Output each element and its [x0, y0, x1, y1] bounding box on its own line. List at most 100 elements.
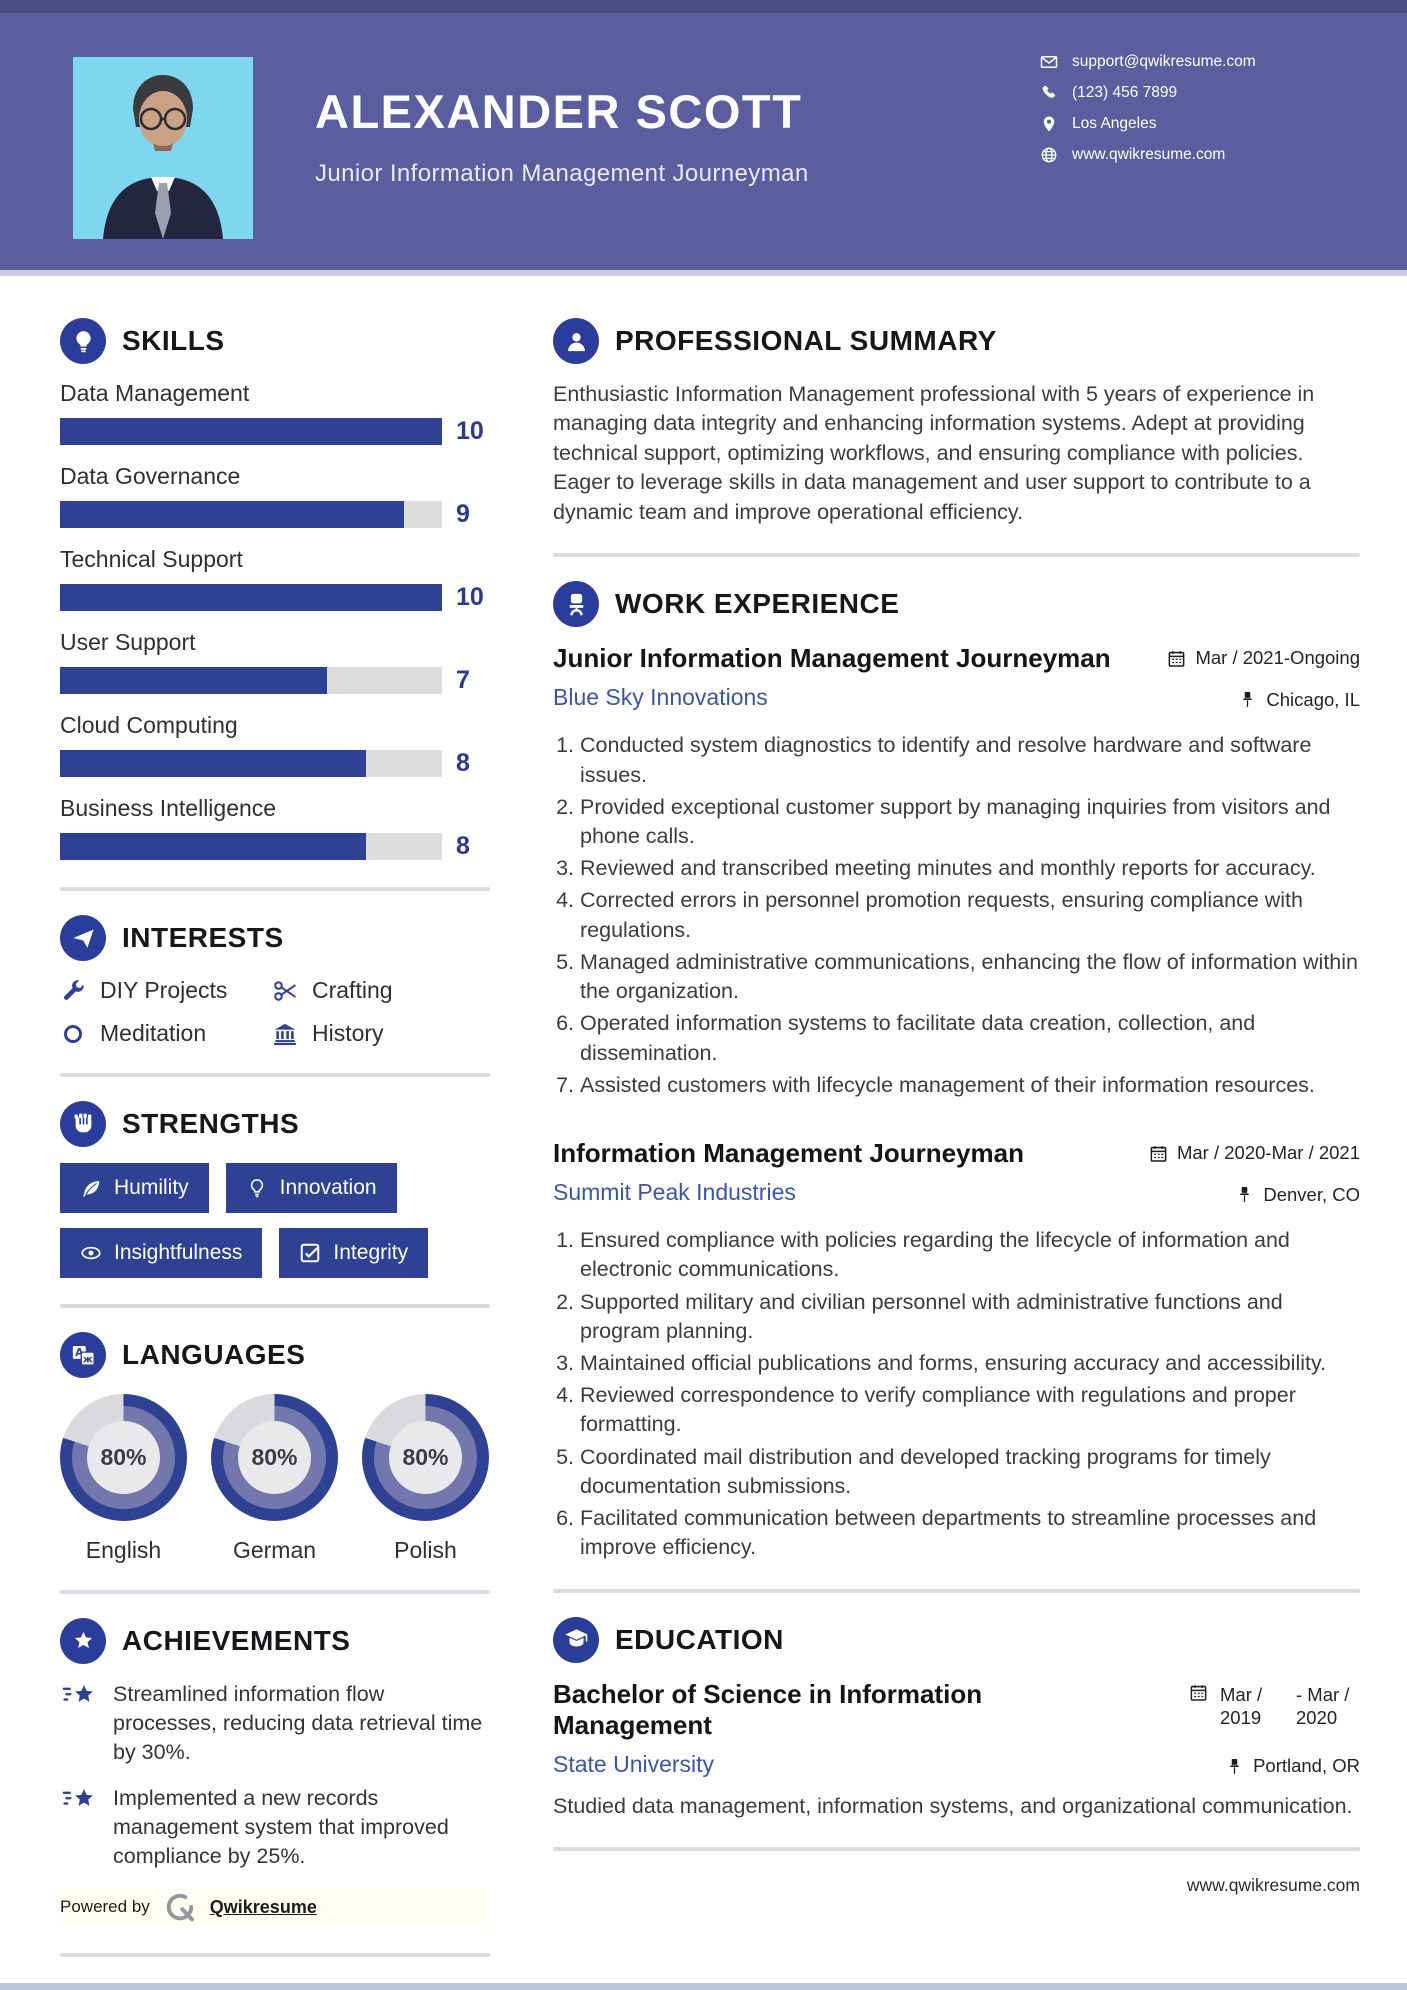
- work-section-header: WORK EXPERIENCE: [553, 581, 1360, 628]
- wrench-icon: [60, 978, 86, 1004]
- language-percent: 80%: [238, 1421, 311, 1494]
- skill-label: Data Management: [60, 380, 250, 406]
- profile-photo: [73, 57, 253, 239]
- contact-email-text: support@qwikresume.com: [1072, 53, 1256, 70]
- education-date-end: - Mar / 2020: [1296, 1683, 1350, 1728]
- section-divider: [60, 1590, 490, 1594]
- contact-website-text: www.qwikresume.com: [1072, 146, 1226, 163]
- education-date-start: Mar / 2019: [1220, 1683, 1263, 1728]
- contact-email[interactable]: support@qwikresume.com: [1040, 53, 1256, 71]
- skills-section-header: SKILLS: [60, 318, 490, 364]
- job-bullet: Managed administrative communications, e…: [580, 948, 1360, 1006]
- footer-website-link[interactable]: www.qwikresume.com: [1186, 1875, 1360, 1896]
- job-bullet: Reviewed and transcribed meeting minutes…: [580, 854, 1360, 883]
- job-bullet: Corrected errors in personnel promotion …: [580, 886, 1360, 944]
- language-item: 80% German: [211, 1394, 338, 1564]
- candidate-name: ALEXANDER SCOTT: [315, 85, 803, 138]
- language-item: 80% English: [60, 1394, 187, 1564]
- job-bullet: Maintained official publications and for…: [580, 1349, 1360, 1378]
- graduate-icon: [553, 1616, 599, 1663]
- powered-by-row: Powered by Qwikresume: [60, 1887, 490, 1928]
- job-bullet: Assisted customers with lifecycle manage…: [580, 1071, 1360, 1100]
- calendar-icon: [1149, 1144, 1168, 1163]
- languages-title: LANGUAGES: [122, 1339, 306, 1370]
- job-location-text: Denver, CO: [1263, 1183, 1360, 1205]
- language-percent: 80%: [389, 1421, 462, 1494]
- interest-label: Crafting: [312, 977, 393, 1003]
- achievement-item: Streamlined information flow processes, …: [60, 1680, 490, 1768]
- language-donut-chart: 80%: [211, 1394, 338, 1521]
- work-title: WORK EXPERIENCE: [615, 588, 900, 620]
- skill-label: Data Governance: [60, 463, 241, 489]
- achievement-item: Implemented a new records management sys…: [60, 1784, 490, 1872]
- job-bullet: Ensured compliance with policies regardi…: [580, 1226, 1360, 1284]
- section-divider: [60, 887, 490, 891]
- job-bullet: Operated information systems to facilita…: [580, 1009, 1360, 1067]
- education-description: Studied data management, information sys…: [553, 1793, 1353, 1818]
- bulb-icon: [246, 1177, 268, 1199]
- job-company-link[interactable]: Blue Sky Innovations: [553, 684, 768, 711]
- left-column: SKILLS Data Management 10 Data Governanc…: [60, 318, 490, 1958]
- contact-phone[interactable]: (123) 456 7899: [1040, 84, 1256, 102]
- achievements-section-header: ACHIEVEMENTS: [60, 1618, 490, 1664]
- location-pin-icon: [1040, 115, 1058, 133]
- education-entry: Bachelor of Science in Information Manag…: [553, 1679, 1360, 1821]
- skill-bar: [60, 667, 442, 694]
- skill-bar: [60, 750, 442, 777]
- phone-icon: [1040, 84, 1058, 102]
- job-dates: Mar / 2020-Mar / 2021: [1149, 1142, 1360, 1164]
- pushpin-icon: [1238, 690, 1257, 709]
- skills-title: SKILLS: [122, 325, 225, 356]
- skill-value: 7: [456, 666, 470, 694]
- strength-label: Integrity: [333, 1241, 409, 1264]
- skill-value: 10: [456, 417, 484, 445]
- shooting-star-icon: [60, 1786, 98, 1816]
- candidate-role-title: Junior Information Management Journeyman: [315, 160, 809, 187]
- job-entry: Information Management Journeyman Mar / …: [553, 1138, 1360, 1563]
- strength-label: Humility: [114, 1176, 189, 1199]
- calendar-icon: [1167, 649, 1186, 668]
- section-divider: [553, 1847, 1360, 1852]
- checkbox-icon: [299, 1242, 321, 1264]
- skill-row: Cloud Computing 8: [60, 712, 490, 778]
- strength-pill: Humility: [60, 1163, 209, 1213]
- strength-label: Innovation: [279, 1176, 377, 1199]
- contact-location-text: Los Angeles: [1072, 115, 1157, 132]
- ring-icon: [60, 1021, 86, 1047]
- job-entry: Junior Information Management Journeyman…: [553, 643, 1360, 1100]
- pushpin-icon: [1235, 1185, 1254, 1204]
- interest-item: History: [272, 1020, 490, 1047]
- skill-value: 9: [456, 500, 470, 528]
- interest-label: Meditation: [100, 1020, 207, 1046]
- svg-text:ж: ж: [82, 1354, 92, 1365]
- contact-block: support@qwikresume.com (123) 456 7899 Lo…: [1040, 53, 1256, 164]
- job-location-text: Chicago, IL: [1266, 688, 1360, 710]
- star-badge-icon: [60, 1618, 106, 1664]
- strength-label: Insightfulness: [114, 1241, 243, 1264]
- skill-row: Technical Support 10: [60, 546, 490, 612]
- job-company-link[interactable]: Summit Peak Industries: [553, 1179, 796, 1206]
- job-role: Information Management Journeyman: [553, 1138, 1024, 1169]
- profile-photo-illustration: [73, 57, 253, 239]
- lightbulb-icon: [60, 318, 106, 364]
- language-label: English: [85, 1537, 162, 1563]
- eye-icon: [80, 1242, 102, 1264]
- skill-value: 8: [456, 832, 470, 860]
- interest-label: History: [312, 1020, 384, 1046]
- education-school-link[interactable]: State University: [553, 1750, 715, 1777]
- achievement-text: Streamlined information flow processes, …: [113, 1682, 483, 1765]
- interest-label: DIY Projects: [100, 977, 228, 1003]
- language-label: Polish: [394, 1537, 457, 1563]
- skill-row: User Support 7: [60, 629, 490, 695]
- education-location-text: Portland, OR: [1253, 1755, 1360, 1777]
- interest-item: DIY Projects: [60, 977, 272, 1004]
- education-degree: Bachelor of Science in Information Manag…: [553, 1678, 983, 1740]
- fist-icon: [60, 1101, 106, 1147]
- strengths-section-header: STRENGTHS: [60, 1101, 490, 1147]
- section-divider: [553, 553, 1360, 558]
- qwikresume-link[interactable]: Qwikresume: [209, 1896, 317, 1917]
- skill-row: Business Intelligence 8: [60, 795, 490, 861]
- contact-website[interactable]: www.qwikresume.com: [1040, 146, 1256, 164]
- section-divider: [60, 1304, 490, 1308]
